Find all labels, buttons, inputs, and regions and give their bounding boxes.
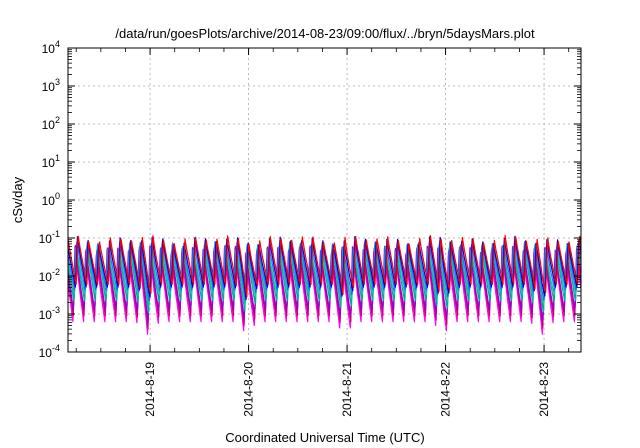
y-tick-label: 10-4 <box>39 343 60 360</box>
x-tick-label: 2014-8-19 <box>143 362 157 417</box>
x-tick-label: 2014-8-23 <box>537 362 551 417</box>
y-tick-label: 101 <box>42 153 60 170</box>
series-line-8 <box>67 234 582 298</box>
y-tick-label: 10-1 <box>39 229 60 246</box>
series-layer <box>67 234 582 335</box>
x-tick-label: 2014-8-21 <box>340 362 354 417</box>
series-line-6 <box>67 239 582 302</box>
x-axis-ticks: 2014-8-19 2014-8-20 2014-8-21 2014-8-22 2014… <box>75 48 570 417</box>
y-axis-title: cSv/day <box>10 176 25 223</box>
series-line-3 <box>67 244 582 323</box>
y-tick-label: 100 <box>42 191 60 208</box>
x-axis-title: Coordinated Universal Time (UTC) <box>225 430 424 445</box>
x-tick-label: 2014-8-22 <box>439 362 453 417</box>
y-tick-label: 10-3 <box>39 305 60 322</box>
y-tick-label: 103 <box>42 77 60 94</box>
chart-title: /data/run/goesPlots/archive/2014-08-23/0… <box>115 26 535 41</box>
series-line-7 <box>67 235 582 300</box>
series-line-5 <box>67 243 582 307</box>
x-tick-label: 2014-8-20 <box>242 362 256 417</box>
y-tick-label: 10-2 <box>39 267 60 284</box>
y-axis-ticks: 10-4 10-3 10-2 10-1 100 101 102 103 104 <box>39 39 581 360</box>
y-tick-label: 102 <box>42 115 60 132</box>
y-tick-label: 104 <box>42 39 60 56</box>
series-line-1 <box>67 245 582 335</box>
